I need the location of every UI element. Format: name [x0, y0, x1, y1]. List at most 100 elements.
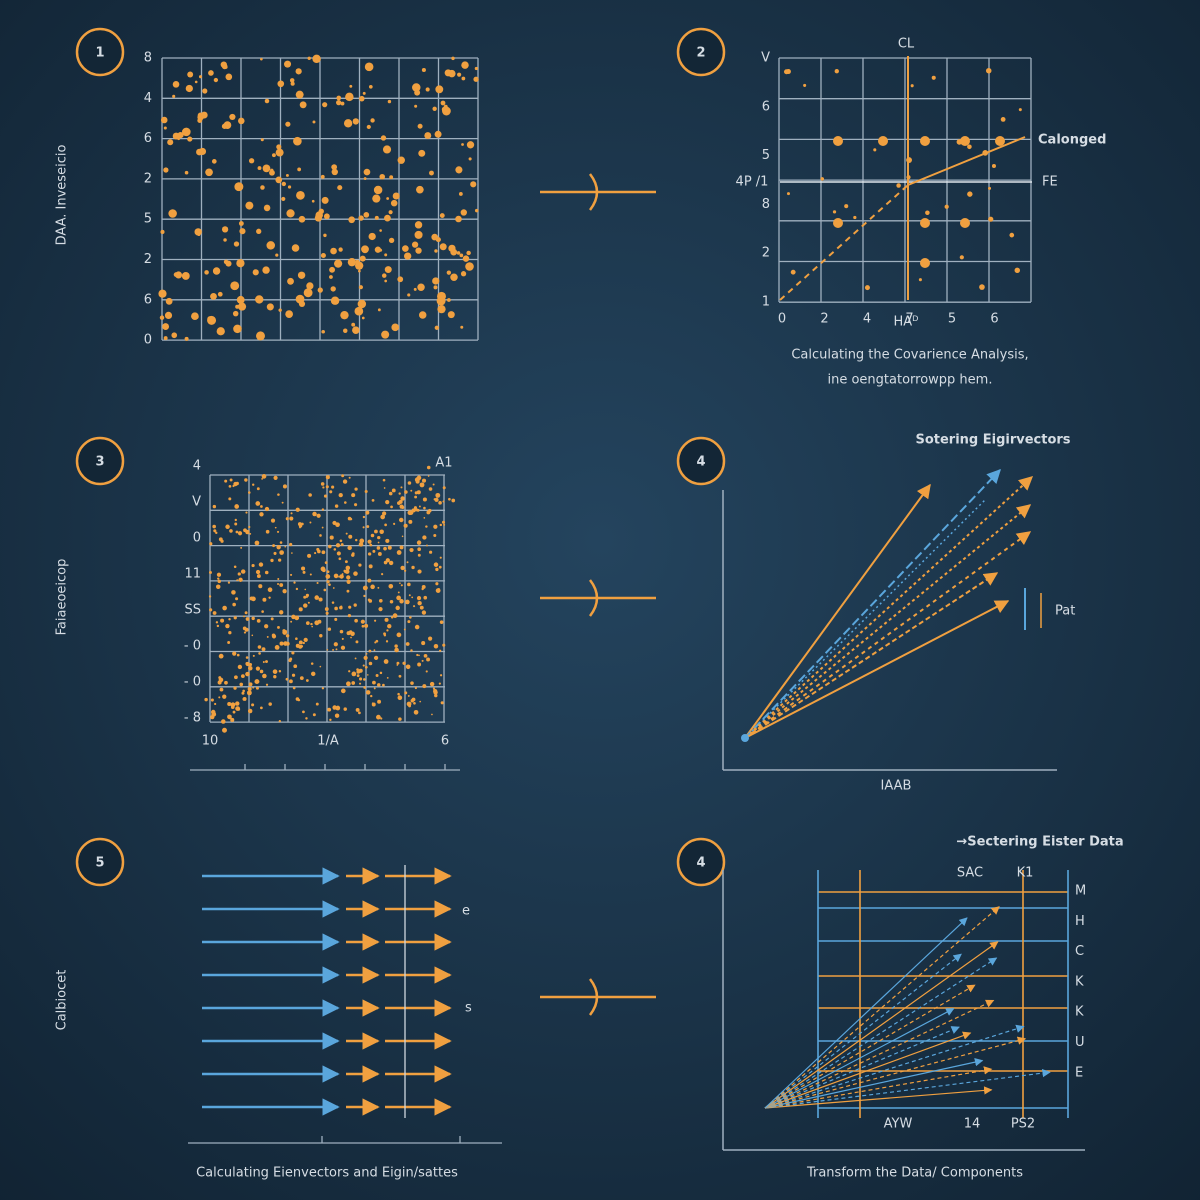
scatter-dot: [283, 641, 288, 646]
scatter-dot: [421, 659, 424, 662]
scatter-dot: [238, 577, 243, 582]
scatter-dot: [214, 702, 217, 706]
scatter-dot: [369, 543, 373, 547]
scatter-dot: [325, 611, 329, 615]
y-tick-label: 8: [144, 51, 152, 66]
scatter-dot: [256, 228, 262, 234]
scatter-dot: [365, 653, 368, 655]
scatter-dot: [316, 581, 319, 585]
scatter-dot: [217, 579, 222, 584]
scatter-dot: [388, 560, 394, 566]
scatter-dot: [159, 315, 165, 320]
scatter-dot: [360, 619, 365, 624]
scatter-dot: [245, 201, 254, 210]
scatter-dot: [260, 505, 263, 508]
scatter-dot: [389, 175, 394, 180]
scatter-dot: [367, 552, 372, 556]
scatter-dot: [340, 543, 344, 546]
label: CL: [898, 37, 915, 52]
scatter-dot: [221, 226, 229, 233]
scatter-dot: [381, 573, 384, 576]
scatter-dot: [233, 324, 242, 334]
scatter-dot: [446, 270, 452, 275]
scatter-dot: [289, 516, 294, 521]
scatter-dot: [290, 573, 293, 576]
scatter-dot: [362, 515, 366, 519]
scatter-dot: [215, 621, 219, 624]
y-tick-label: 8: [762, 197, 770, 212]
scatter-dot: [314, 214, 322, 222]
scatter-dot: [429, 550, 433, 554]
dot: [960, 218, 970, 228]
scatter-dot: [254, 540, 260, 546]
right-label: M: [1075, 884, 1086, 899]
scatter-dot: [460, 271, 467, 277]
scatter-dot: [442, 486, 446, 490]
scatter-dot: [398, 674, 402, 678]
scatter-dot: [232, 651, 237, 656]
scatter-dot: [468, 157, 472, 161]
scatter-dot: [332, 705, 337, 710]
scatter-dot: [266, 303, 274, 311]
scatter-dot: [407, 582, 411, 587]
scatter-dot: [394, 644, 398, 648]
scatter-dot: [388, 237, 395, 244]
scatter-dot: [239, 228, 246, 235]
scatter-dot: [224, 479, 228, 483]
scatter-dot: [331, 485, 335, 489]
scatter-dot: [187, 136, 193, 142]
dot: [785, 69, 791, 75]
scatter-dot: [460, 325, 464, 329]
scatter-dot: [372, 194, 381, 203]
scatter-dot: [397, 695, 403, 701]
scatter-dot: [388, 583, 394, 589]
scatter-dot: [396, 664, 399, 666]
scatter-dot: [317, 549, 321, 554]
scatter-dot: [407, 694, 410, 697]
scatter-dot: [407, 510, 413, 516]
scatter-dot: [426, 657, 431, 662]
scatter-dot: [384, 253, 388, 257]
dot: [944, 204, 949, 209]
scatter-dot: [339, 629, 344, 634]
scatter-dot: [227, 701, 232, 707]
side-label: Faiaeoeicop: [55, 559, 70, 636]
scatter-dot: [361, 316, 365, 320]
scatter-dot: [437, 291, 446, 301]
scatter-dot: [304, 588, 307, 591]
scatter-dot: [427, 508, 432, 513]
scatter-dot: [340, 101, 345, 106]
scatter-dot: [460, 209, 467, 216]
scatter-dot: [461, 143, 464, 146]
scatter-dot: [320, 174, 325, 179]
scatter-dot: [355, 640, 359, 644]
scatter-dot: [290, 81, 295, 86]
scatter-dot: [318, 597, 323, 602]
scatter-dot: [422, 535, 427, 540]
dot: [921, 219, 926, 223]
scatter-dot: [399, 582, 401, 584]
dot: [873, 148, 877, 152]
scatter-dot: [295, 643, 300, 648]
scatter-dot: [414, 221, 423, 229]
y-tick-label: - 0: [184, 639, 201, 654]
x-tick-label: 7: [905, 312, 913, 327]
caption: Calculating Eienvectors and Eigin/sattes: [196, 1166, 458, 1181]
scatter-dot: [218, 677, 224, 683]
scatter-dot: [233, 565, 237, 569]
scatter-dot: [247, 686, 252, 692]
scatter-dot: [396, 595, 401, 601]
scatter-dot: [384, 214, 391, 222]
trend-line: [907, 136, 1026, 186]
scatter-dot: [390, 199, 398, 207]
panel-title: →Sectering Eister Data: [956, 835, 1123, 850]
dot: [786, 192, 790, 196]
scatter-dot: [181, 272, 190, 280]
scatter-dot: [285, 517, 289, 521]
scatter-dot: [434, 249, 438, 253]
scatter-dot: [260, 706, 263, 710]
scatter-dot: [247, 491, 251, 494]
scatter-dot: [235, 530, 239, 534]
dashed-trend: [779, 184, 909, 301]
scatter-dot: [343, 119, 353, 128]
